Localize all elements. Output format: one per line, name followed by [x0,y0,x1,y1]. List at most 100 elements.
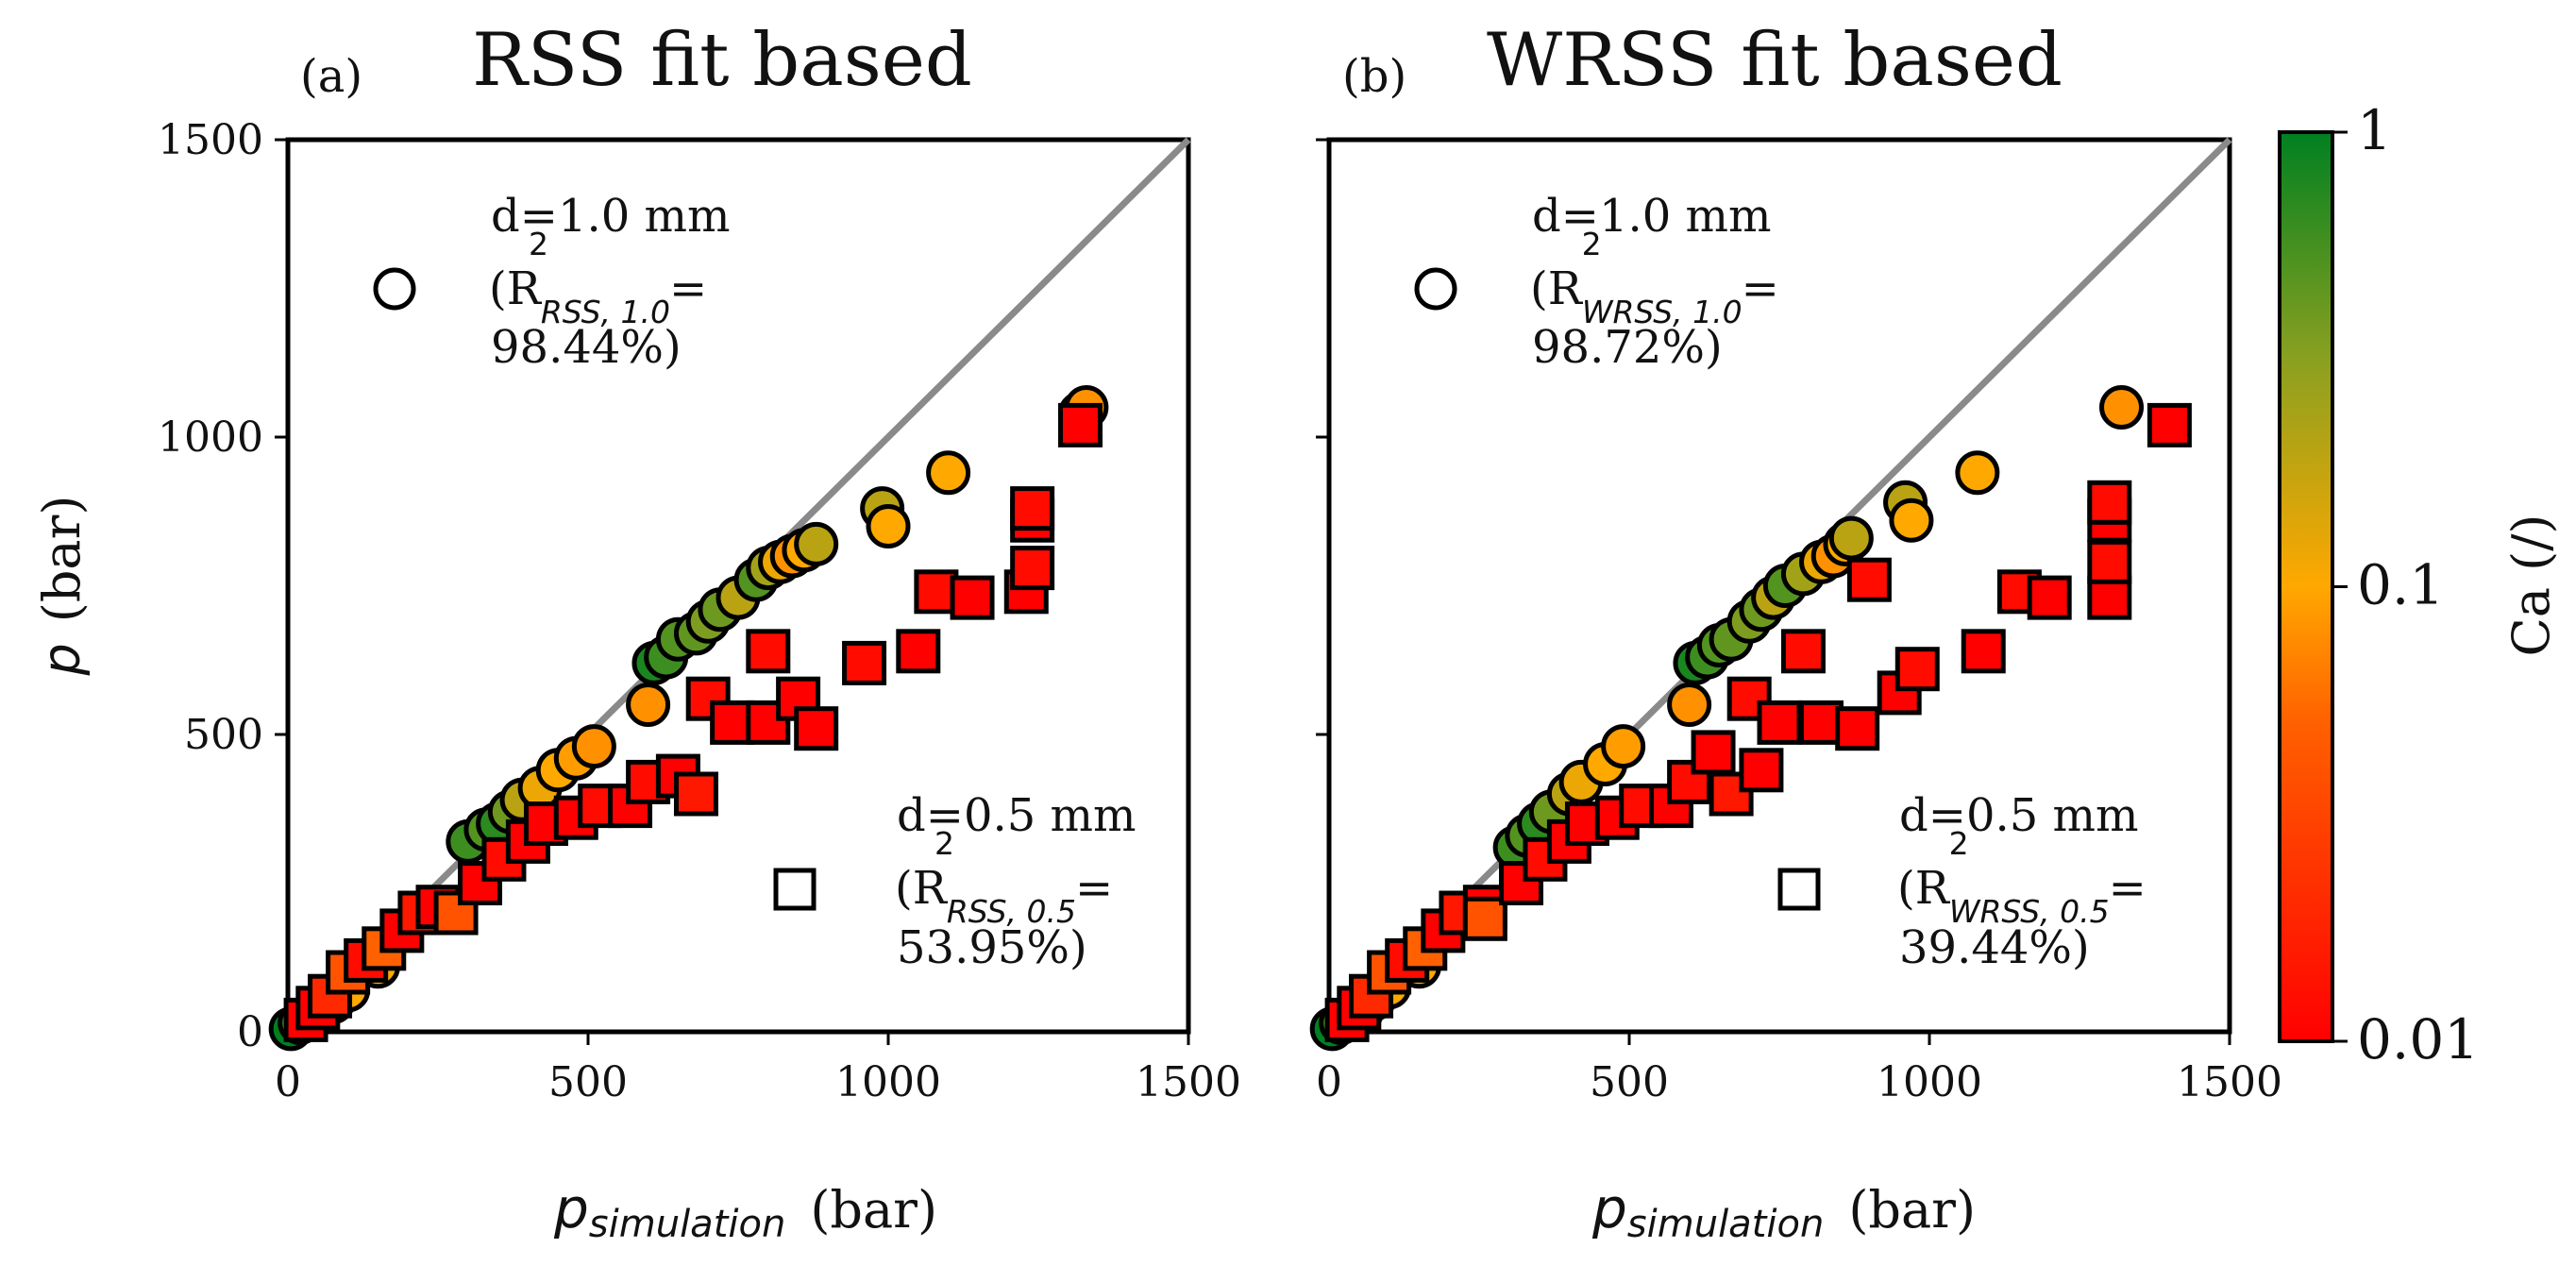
legend-d10-r2-b: (RWRSS, 1.0 2 = [1530,226,1779,330]
legend-d10-r2-eq-b: = [1742,262,1779,315]
panel-a: (a) RSS fit based 0 500 1000 1500 0 500 1000 15… [32,18,1241,1246]
y-tick-label-a: 0 [237,1008,263,1056]
panel-title-b: WRSS fit based [1487,18,2062,103]
data-point-square-b [1835,706,1880,751]
data-point-square-b [2087,575,2132,620]
legend-d10-r2-sup-b: 2 [1582,226,1602,262]
colorbar: 1 0.1 0.01 Ca (/) [2278,98,2561,1071]
legend-d05-value-a: 53.95%) [897,921,1087,974]
data-point-square-a [308,973,353,1019]
legend-d10-value-a: 98.44%) [491,321,682,374]
data-point-circle-b [1955,450,2000,496]
y-axis-unit-a: (bar) [32,496,92,623]
data-point-square-b [1846,557,1892,602]
data-point-square-b [1780,629,1826,674]
legend-d05-value-b: 39.44%) [1899,921,2090,974]
data-marks-b [1309,385,2192,1052]
legend-d05-label-a: d=0.5 mm [897,789,1136,842]
colorbar-gradient [2278,130,2334,1043]
x-tick-label-b: 500 [1590,1058,1669,1106]
data-point-circle-b [1828,515,1874,561]
data-point-circle-a [571,724,616,769]
data-point-square-b [1961,629,2006,674]
data-point-square-a [950,575,995,620]
legend-d10-label-b: d=1.0 mm [1532,190,1772,243]
data-point-square-b [2087,539,2132,584]
plot-area-b [1326,137,2232,1035]
data-point-square-a [1010,546,1055,591]
legend-d10-r2-sub-a: RSS, 1.0 [541,294,670,330]
x-axis-sub-b: simulation [1627,1203,1825,1246]
y-tick-label-a: 1000 [158,413,263,462]
legend-d05-r2-sup-a: 2 [934,825,954,862]
data-point-square-a [710,700,755,745]
legend-square-marker-a [773,868,817,911]
y-tick-label-a: 1500 [158,116,263,164]
legend-d05-a: d=0.5 mm (RRSS, 0.5 2 = 53.95%) [773,789,1136,974]
x-tick-label-a: 1500 [1136,1058,1241,1106]
legend-d10-r2-pre-a: (R [489,262,543,315]
x-tick-label-a: 500 [548,1058,628,1106]
legend-d10-b: d=1.0 mm (RWRSS, 1.0 2 = 98.72%) [1414,190,1779,374]
colorbar-tick-label: 0.01 [2357,1007,2479,1071]
data-point-square-a [914,569,959,615]
colorbar-label-group: Ca (/) [2501,514,2561,656]
legend-d05-b: d=0.5 mm (RWRSS, 0.5 2 = 39.44%) [1777,789,2147,974]
colorbar-ticks: 1 0.1 0.01 [2332,98,2479,1071]
legend-d10-value-b: 98.72%) [1532,321,1723,374]
legend-d05-r2-eq-b: = [2109,862,2147,915]
legend-d05-r2-pre-b: (R [1897,862,1951,915]
x-axis-symbol-b: p [1591,1176,1627,1240]
data-point-square-a [1058,402,1103,447]
data-point-circle-b [1667,683,1712,727]
legend-d10-label-a: d=1.0 mm [491,190,731,243]
x-axis-label-b: psimulation (bar) [1591,1176,1976,1246]
legend-d05-label-b: d=0.5 mm [1899,789,2139,842]
y-axis-symbol-a: p [32,643,92,676]
legend-circle-marker-b [1414,267,1457,311]
x-axis-label-a: psimulation (bar) [553,1176,937,1246]
x-tick-label-a: 1000 [835,1058,941,1106]
axis-ticks-b: 0 500 1000 1500 [1316,138,2282,1106]
panel-title-a: RSS fit based [472,18,972,103]
data-point-square-b [2147,402,2192,447]
data-point-square-b [1739,748,1784,793]
data-point-square-a [673,771,718,817]
colorbar-label: Ca (/) [2501,514,2561,656]
legend-d05-r2-pre-a: (R [895,862,949,915]
panel-b: (b) WRSS fit based 0 500 1000 1500 d=1.0 mm… [1309,18,2282,1246]
x-tick-label-a: 0 [275,1058,301,1106]
y-axis-label-text-a: p (bar) [32,496,92,677]
data-point-circle-a [626,683,671,727]
legend-circle-marker-a [373,267,416,311]
data-point-square-a [458,861,503,905]
legend-d10-r2-sup-a: 2 [529,226,548,262]
data-point-square-a [1010,486,1055,531]
data-point-circle-a [794,521,839,566]
data-point-square-a [746,629,791,674]
axis-ticks-a: 0 500 1000 1500 0 500 1000 1500 [158,116,1241,1106]
data-point-circle-b [2099,385,2145,430]
x-tick-label-b: 1500 [2177,1058,2282,1106]
data-point-square-b [2027,575,2072,620]
legend-d05-r2-sub-a: RSS, 0.5 [947,893,1076,930]
x-tick-label-b: 0 [1316,1058,1342,1106]
x-axis-symbol-a: p [553,1176,589,1240]
data-point-square-a [896,629,941,674]
legend-d10-r2-sub-b: WRSS, 1.0 [1582,294,1743,330]
y-tick-label-a: 500 [184,711,263,759]
x-axis-unit-b: (bar) [1848,1180,1976,1240]
legend-d10-r2-pre-b: (R [1530,262,1584,315]
data-point-circle-a [926,450,971,496]
data-point-circle-a [866,504,911,548]
data-point-square-a [842,640,887,685]
data-point-square-b [1757,700,1802,745]
legend-d05-r2-eq-a: = [1075,862,1113,915]
plot-area-a [285,137,1191,1035]
data-point-circle-b [1889,498,1934,543]
data-marks-a [268,385,1109,1052]
legend-d10-r2-a: (RRSS, 1.0 2 = [489,226,707,330]
legend-d10-r2-eq-a: = [669,262,707,315]
legend-d10-a: d=1.0 mm (RRSS, 1.0 2 = 98.44%) [373,190,731,374]
